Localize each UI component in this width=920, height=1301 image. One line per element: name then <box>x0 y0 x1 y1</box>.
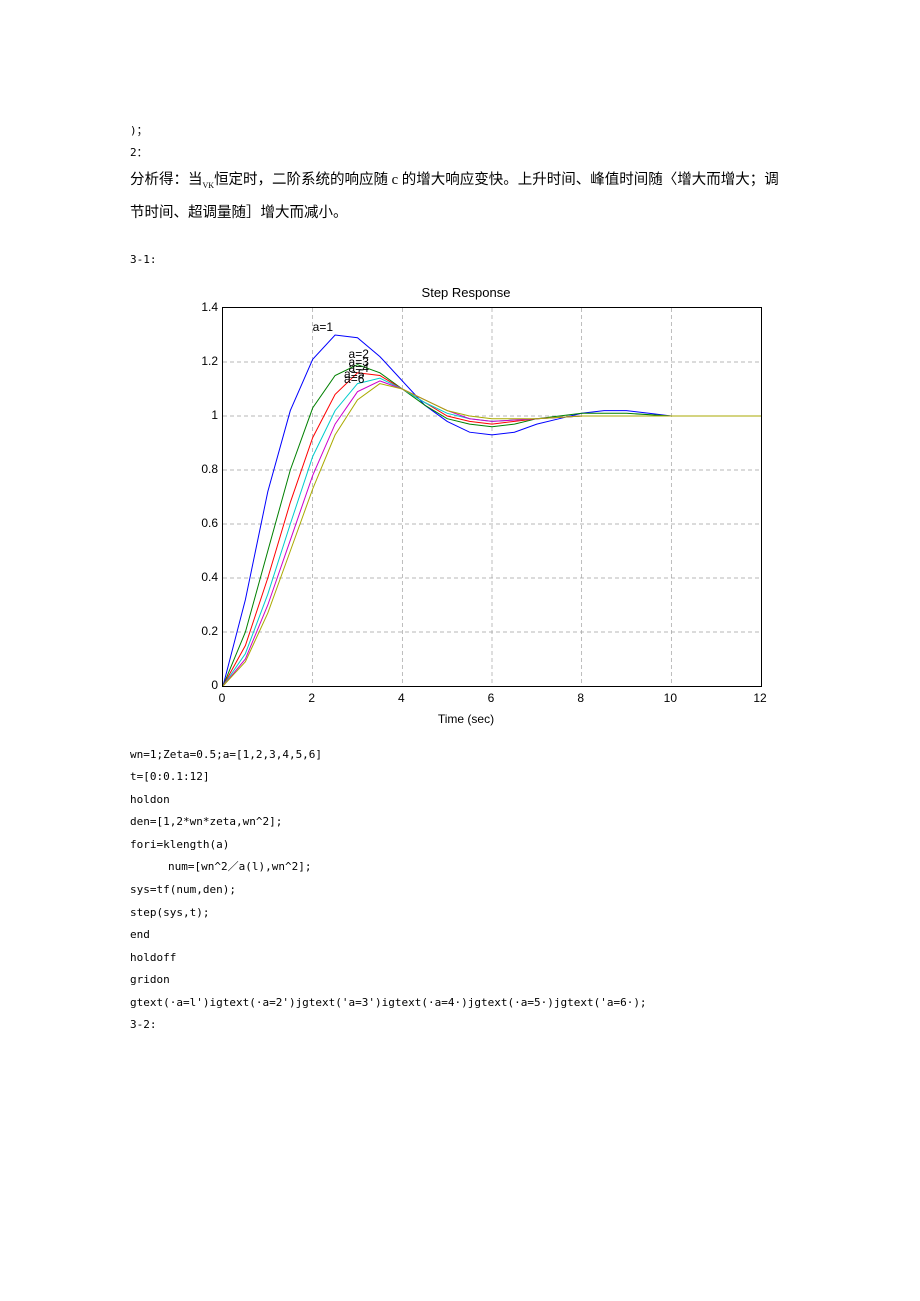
code-line: t=[0:0.1:12] <box>130 766 790 789</box>
x-tick-label: 10 <box>664 691 677 705</box>
document-page: )； 2： 分析得：当VK恒定时，二阶系统的响应随 c 的增大响应变快。上升时间… <box>0 0 920 1117</box>
code-line: num=[wn^2／a(l),wn^2]; <box>130 856 790 879</box>
x-tick-label: 8 <box>577 691 584 705</box>
section-3-1: 3-1: <box>130 249 790 271</box>
step-response-chart: Step Response a=1a=2a=3a=4a=5a=6 0 0.2 0.4… <box>160 281 772 726</box>
code-line: gridon <box>130 969 790 992</box>
code-line: gtext(·a=l')igtext(·a=2')jgtext('a=3')ig… <box>130 992 790 1015</box>
y-tick-label: 0 <box>188 678 218 692</box>
y-tick-label: 0.2 <box>188 624 218 638</box>
code-line: sys=tf(num,den); <box>130 879 790 902</box>
chart-annotation: a=1 <box>313 320 333 334</box>
code-line: wn=1;Zeta=0.5;a=[1,2,3,4,5,6] <box>130 744 790 767</box>
code-line: holdoff <box>130 947 790 970</box>
x-tick-label: 6 <box>488 691 495 705</box>
code-line: end <box>130 924 790 947</box>
y-tick-label: 0.4 <box>188 570 218 584</box>
code-line: 3-2: <box>130 1014 790 1037</box>
code-line: fori=klength(a) <box>130 834 790 857</box>
y-tick-label: 1 <box>188 408 218 422</box>
x-tick-label: 2 <box>308 691 315 705</box>
chart-title: Step Response <box>160 285 772 300</box>
plot-area: a=1a=2a=3a=4a=5a=6 <box>222 307 762 687</box>
x-tick-label: 12 <box>753 691 766 705</box>
x-axis-label: Time (sec) <box>160 712 772 726</box>
analysis-text-b: 恒定时，二阶系统的响应随 c 的增大响应变快。上升时间、峰值时间随〈增大而增大；… <box>130 172 779 221</box>
line-paren: )； <box>130 120 790 142</box>
y-tick-label: 1.4 <box>188 300 218 314</box>
analysis-paragraph: 分析得：当VK恒定时，二阶系统的响应随 c 的增大响应变快。上升时间、峰值时间随… <box>130 164 790 231</box>
analysis-subscript: VK <box>203 181 215 190</box>
chart-annotation: a=6 <box>344 372 364 386</box>
code-line: step(sys,t); <box>130 902 790 925</box>
x-tick-label: 4 <box>398 691 405 705</box>
chart-container: Step Response a=1a=2a=3a=4a=5a=6 0 0.2 0.4… <box>130 271 790 736</box>
y-tick-label: 1.2 <box>188 354 218 368</box>
code-block: wn=1;Zeta=0.5;a=[1,2,3,4,5,6] t=[0:0.1:1… <box>130 744 790 1037</box>
x-tick-label: 0 <box>219 691 226 705</box>
y-tick-label: 0.8 <box>188 462 218 476</box>
y-tick-label: 0.6 <box>188 516 218 530</box>
plot-svg <box>223 308 761 686</box>
code-line: den=[1,2*wn*zeta,wn^2]; <box>130 811 790 834</box>
line-2: 2： <box>130 142 790 164</box>
code-line: holdon <box>130 789 790 812</box>
analysis-text-a: 分析得：当 <box>130 172 203 188</box>
